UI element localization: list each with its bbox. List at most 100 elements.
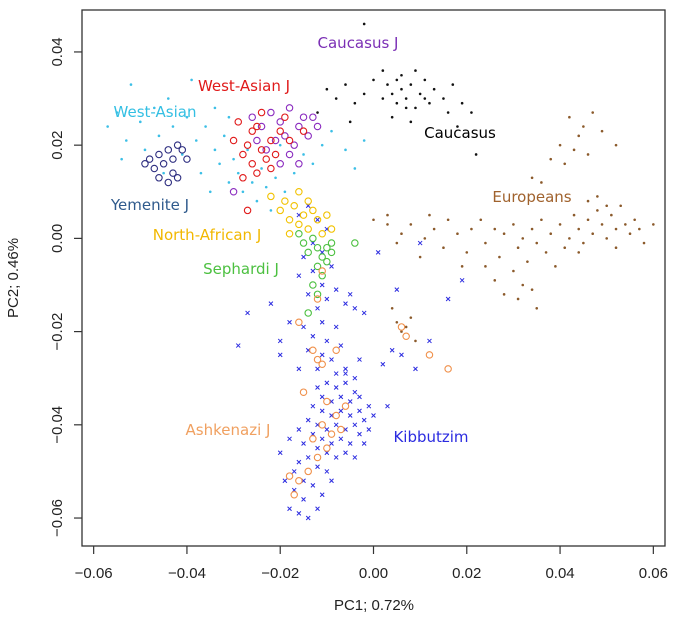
point: [638, 227, 641, 231]
point: [418, 255, 422, 259]
point: [173, 174, 182, 182]
point: [295, 188, 303, 196]
point: [318, 360, 326, 368]
point: [465, 251, 469, 254]
point: [276, 127, 284, 135]
point: [173, 141, 182, 149]
series-ashkenazi-j: [285, 267, 452, 499]
point: [351, 239, 359, 247]
point: [145, 155, 154, 163]
point: [295, 476, 303, 485]
point: [208, 190, 212, 194]
point: [324, 296, 330, 302]
point: [227, 181, 231, 184]
point: [141, 160, 149, 168]
point: [414, 106, 417, 110]
point: [347, 413, 353, 418]
point: [352, 455, 358, 460]
point: [227, 115, 231, 119]
point: [318, 267, 326, 275]
point: [299, 127, 308, 135]
point: [357, 431, 362, 437]
point: [155, 150, 163, 159]
point: [633, 218, 636, 222]
group-label: Kibbutzim: [393, 428, 468, 446]
point: [642, 241, 646, 245]
y-tick-label: −0.02: [49, 313, 66, 351]
series-kibbutzim: [235, 203, 465, 521]
point: [395, 241, 399, 245]
point: [526, 260, 529, 263]
point: [428, 101, 431, 105]
point: [229, 188, 238, 196]
point: [318, 253, 326, 261]
point: [333, 287, 339, 293]
series-sephardi-j: [295, 229, 359, 317]
point: [600, 129, 604, 133]
point: [276, 206, 284, 215]
point: [290, 141, 298, 149]
point: [257, 108, 266, 117]
point: [372, 218, 375, 222]
point: [516, 246, 520, 250]
point: [319, 492, 325, 498]
point: [512, 223, 515, 226]
point: [243, 206, 252, 215]
point: [530, 288, 534, 291]
y-tick-label: −0.04: [49, 406, 66, 444]
point: [218, 162, 221, 166]
point: [460, 101, 464, 105]
point: [248, 160, 256, 168]
point: [232, 157, 235, 161]
point: [310, 333, 316, 339]
point: [301, 441, 306, 446]
series-west-asian-j: [229, 108, 308, 215]
point: [315, 305, 320, 311]
point: [380, 361, 386, 367]
point: [512, 269, 515, 273]
point: [444, 365, 452, 373]
point: [624, 223, 627, 226]
y-tick-label: 0.02: [49, 131, 66, 160]
point: [276, 118, 284, 126]
point: [241, 190, 245, 194]
point: [255, 199, 259, 203]
point: [459, 277, 465, 283]
point: [309, 346, 317, 354]
point: [445, 296, 451, 302]
group-label: Caucasus: [424, 124, 496, 142]
point: [337, 425, 345, 434]
point: [190, 78, 193, 82]
point: [295, 229, 303, 238]
point: [262, 155, 270, 163]
point: [309, 234, 317, 243]
point: [409, 223, 413, 226]
point: [484, 265, 487, 268]
point: [302, 153, 305, 156]
point: [470, 111, 473, 114]
point: [169, 169, 177, 177]
point: [390, 115, 394, 119]
point: [295, 122, 303, 131]
point: [267, 192, 275, 201]
series-yemenite-j: [141, 141, 191, 187]
point: [310, 483, 316, 488]
point: [394, 287, 400, 293]
point: [157, 134, 161, 138]
point: [352, 375, 358, 381]
point: [516, 297, 520, 301]
point: [577, 227, 581, 231]
point: [554, 265, 557, 268]
point: [605, 237, 608, 240]
point: [320, 143, 324, 147]
point: [341, 402, 350, 410]
x-tick-label: 0.02: [452, 565, 481, 582]
point: [343, 450, 348, 456]
point: [115, 111, 119, 114]
point: [343, 380, 348, 386]
point: [329, 441, 334, 446]
point: [409, 83, 413, 86]
point: [362, 92, 366, 96]
point: [347, 399, 353, 404]
point: [395, 320, 399, 324]
